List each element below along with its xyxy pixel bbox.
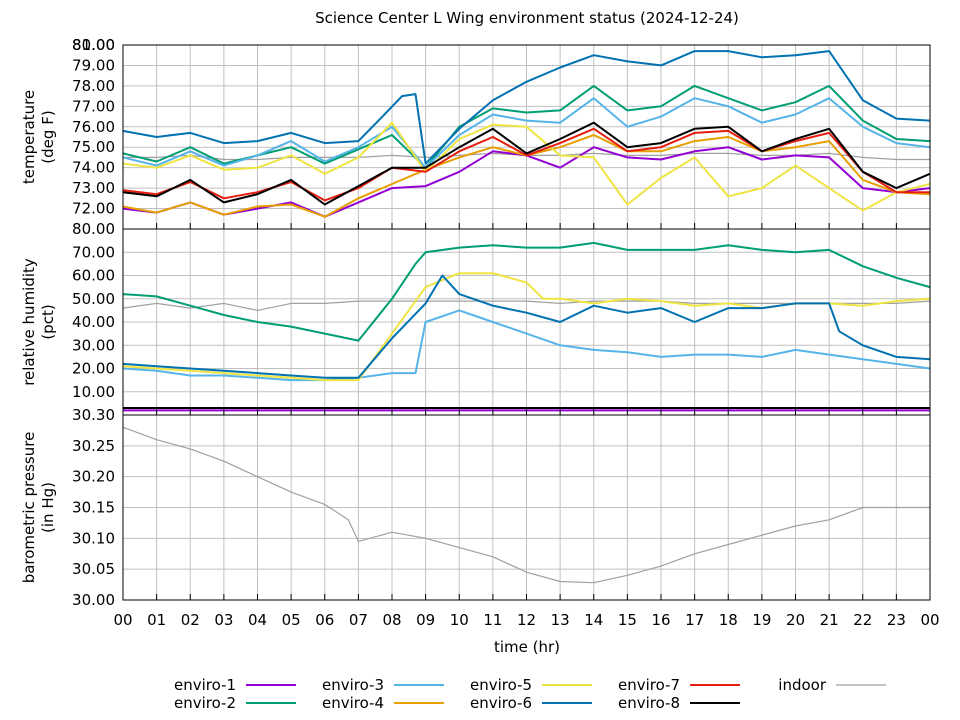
x-tick-label: 21	[820, 611, 839, 629]
y-tick-label: 30.10	[72, 529, 115, 547]
y-tick-label: 60.00	[72, 267, 115, 285]
legend-label: enviro-5	[470, 676, 532, 694]
panel-1: 72.00 73.00 74.00 75.00 76.00 77.00 78.00 79.00…	[20, 36, 931, 230]
series-group	[123, 241, 930, 412]
y-tick-label: 30.00	[72, 336, 115, 354]
chart-title: Science Center L Wing environment status…	[315, 9, 739, 27]
y-tick-label: 40.00	[72, 313, 115, 331]
y-tick-label: 80.00	[72, 220, 115, 238]
y-tick-label: 73.00	[72, 179, 115, 197]
x-tick-label: 01	[147, 611, 166, 629]
panel-2: 10.00 20.00 30.00 40.00 50.00 60.00 70.00 80.00…	[20, 220, 931, 416]
x-tick-label: 22	[853, 611, 872, 629]
y-tick-label: 30.00	[72, 591, 115, 609]
y-tick-label: 74.00	[72, 159, 115, 177]
y-tick-label: 10.00	[72, 383, 115, 401]
y-axis-label: (in Hg)	[39, 482, 57, 533]
legend-item-enviro-6: enviro-6	[470, 694, 592, 712]
x-tick-label: 10	[450, 611, 469, 629]
y-tick-label: 30.30	[72, 406, 115, 424]
x-tick-label: 11	[483, 611, 502, 629]
x-tick-label: 16	[651, 611, 670, 629]
y-tick-label: 80.00	[72, 36, 115, 54]
y-tick-label: 81.00	[72, 36, 115, 54]
x-tick-label: 00	[113, 611, 132, 629]
x-tick-label: 03	[214, 611, 233, 629]
series-group	[123, 426, 930, 584]
y-axis-label: (deg F)	[39, 110, 57, 163]
x-tick-label: 19	[752, 611, 771, 629]
series-line-enviro-6	[123, 50, 930, 165]
x-tick-label: 15	[618, 611, 637, 629]
legend-label: enviro-6	[470, 694, 532, 712]
y-tick-label: 30.20	[72, 468, 115, 486]
series-group	[123, 50, 930, 218]
y-tick-label: 30.25	[72, 437, 115, 455]
series-line-enviro-3	[123, 309, 930, 382]
x-tick-label: 07	[349, 611, 368, 629]
x-tick-label: 13	[551, 611, 570, 629]
x-tick-label: 04	[248, 611, 267, 629]
x-tick-label: 08	[382, 611, 401, 629]
y-tick-label: 70.00	[72, 243, 115, 261]
legend-item-indoor: indoor	[778, 676, 886, 694]
legend-item-enviro-1: enviro-1	[174, 676, 296, 694]
y-tick-label: 77.00	[72, 97, 115, 115]
y-tick-label: 76.00	[72, 118, 115, 136]
x-tick-label: 00	[920, 611, 939, 629]
x-tick-label: 18	[719, 611, 738, 629]
legend-item-enviro-4: enviro-4	[322, 694, 444, 712]
legend-label: enviro-4	[322, 694, 384, 712]
x-tick-label: 23	[887, 611, 906, 629]
y-axis-label: temperature	[20, 90, 38, 184]
series-line-enviro-5	[123, 121, 930, 212]
x-tick-label: 14	[584, 611, 603, 629]
y-tick-label: 50.00	[72, 290, 115, 308]
x-tick-label: 20	[786, 611, 805, 629]
x-tick-label: 02	[181, 611, 200, 629]
legend-label: enviro-8	[618, 694, 680, 712]
legend-label: enviro-7	[618, 676, 680, 694]
x-axis-label: time (hr)	[494, 638, 560, 656]
y-tick-label: 75.00	[72, 138, 115, 156]
legend-item-enviro-3: enviro-3	[322, 676, 444, 694]
x-tick-label: 12	[517, 611, 536, 629]
x-tick-label: 06	[315, 611, 334, 629]
y-axis-label: relative humidity	[20, 258, 38, 386]
legend-label: indoor	[778, 676, 827, 694]
panel-3: 30.00 30.05 30.10 30.15 30.20 30.25 30.30 barom…	[20, 406, 931, 609]
series-line-enviro-3	[123, 97, 930, 169]
y-tick-label: 30.15	[72, 499, 115, 517]
legend-label: enviro-2	[174, 694, 236, 712]
series-line-enviro-8	[123, 121, 930, 206]
series-line-enviro-7	[123, 127, 930, 202]
legend-item-enviro-7: enviro-7	[618, 676, 740, 694]
y-axis-label: (pct)	[39, 304, 57, 339]
series-line-indoor	[123, 426, 930, 584]
legend-item-enviro-8: enviro-8	[618, 694, 740, 712]
legend-label: enviro-1	[174, 676, 236, 694]
y-tick-label: 79.00	[72, 56, 115, 74]
legend-item-enviro-2: enviro-2	[174, 694, 296, 712]
y-tick-label: 30.05	[72, 560, 115, 578]
series-line-enviro-2	[123, 241, 930, 342]
x-tick-label: 05	[282, 611, 301, 629]
legend-item-enviro-5: enviro-5	[470, 676, 592, 694]
chart-panels: 72.00 73.00 74.00 75.00 76.00 77.00 78.00 79.00…	[20, 36, 940, 629]
x-tick-label: 17	[685, 611, 704, 629]
y-axis-label: barometric pressure	[20, 432, 38, 584]
series-line-enviro-6	[123, 274, 930, 379]
y-tick-label: 78.00	[72, 77, 115, 95]
y-tick-label: 20.00	[72, 360, 115, 378]
legend-label: enviro-3	[322, 676, 384, 694]
y-tick-label: 72.00	[72, 200, 115, 218]
x-tick-label: 09	[416, 611, 435, 629]
